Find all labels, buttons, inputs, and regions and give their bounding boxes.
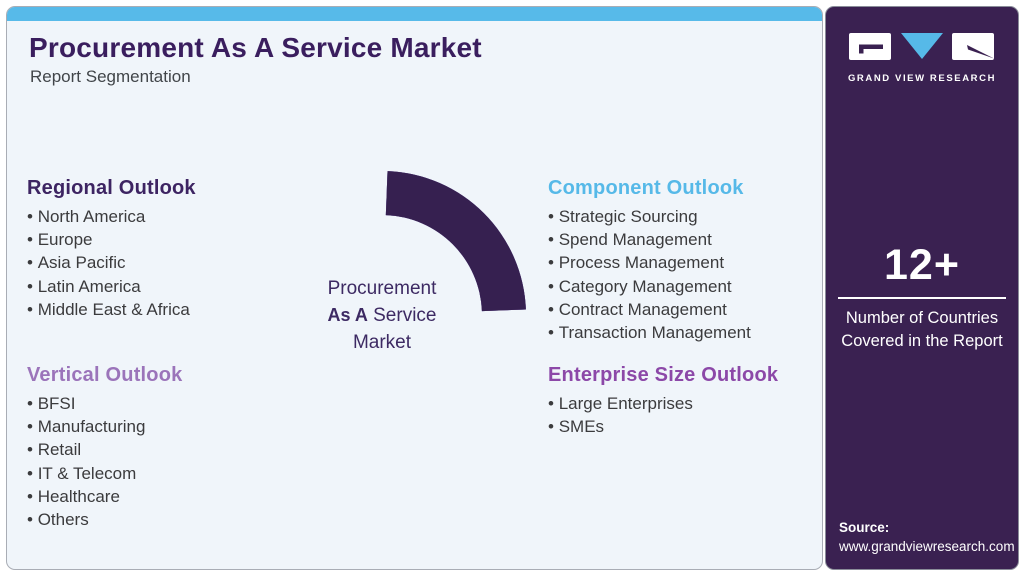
list-item: Contract Management (548, 298, 822, 321)
list-item: Strategic Sourcing (548, 205, 822, 228)
main-panel: Procurement As A Service Market Report S… (6, 6, 823, 570)
countries-stat: 12+ Number of Countries Covered in the R… (826, 241, 1018, 353)
source-block: Source: www.grandviewresearch.com (839, 518, 1015, 556)
enterprise-size-outlook-list: Large EnterprisesSMEs (548, 392, 822, 438)
brand-name: GRAND VIEW RESEARCH (847, 73, 997, 84)
list-item: Healthcare (27, 485, 287, 508)
component-outlook-section: Component Outlook Strategic SourcingSpen… (548, 177, 822, 344)
vertical-outlook-heading: Vertical Outlook (27, 364, 183, 386)
list-item: IT & Telecom (27, 462, 287, 485)
donut-center-line3: Market (352, 331, 412, 353)
stat-caption: Number of Countries Covered in the Repor… (841, 309, 1003, 350)
regional-outlook-heading: Regional Outlook (27, 177, 196, 199)
list-item: Large Enterprises (548, 392, 822, 415)
list-item: Retail (27, 438, 287, 461)
list-item: Spend Management (548, 228, 822, 251)
list-item: BFSI (27, 392, 287, 415)
donut-center-line1: Procurement (327, 277, 437, 299)
page-title: Procurement As A Service Market (29, 32, 482, 63)
vertical-outlook-section: Vertical Outlook BFSIManufacturingRetail… (27, 364, 287, 531)
list-item: Manufacturing (27, 415, 287, 438)
list-item: Others (27, 508, 287, 531)
donut-segment-regional (385, 171, 526, 312)
brand-block: GRAND VIEW RESEARCH (826, 33, 1018, 84)
source-url[interactable]: www.grandviewresearch.com (839, 539, 1015, 554)
regional-outlook-list: North AmericaEuropeAsia PacificLatin Ame… (27, 205, 287, 321)
stat-value: 12+ (884, 241, 960, 289)
donut-center-line2-rest: Service (367, 304, 437, 326)
donut-center-line2-bold: As A (327, 304, 368, 325)
grand-view-research-logo-icon (849, 33, 994, 60)
list-item: Europe (27, 228, 287, 251)
list-item: SMEs (548, 415, 822, 438)
regional-outlook-section: Regional Outlook North AmericaEuropeAsia… (27, 177, 287, 321)
enterprise-size-outlook-heading: Enterprise Size Outlook (548, 364, 779, 386)
enterprise-size-outlook-section: Enterprise Size Outlook Large Enterprise… (548, 364, 822, 438)
top-accent-bar (7, 7, 822, 21)
component-outlook-heading: Component Outlook (548, 177, 744, 199)
component-outlook-list: Strategic SourcingSpend ManagementProces… (548, 205, 822, 344)
list-item: Middle East & Africa (27, 298, 287, 321)
vertical-outlook-list: BFSIManufacturingRetailIT & TelecomHealt… (27, 392, 287, 531)
donut-chart: Procurement As A Service Market (232, 165, 532, 465)
stat-divider (838, 297, 1006, 299)
list-item: North America (27, 205, 287, 228)
page-subtitle: Report Segmentation (30, 67, 191, 86)
source-label: Source: (839, 520, 890, 535)
list-item: Latin America (27, 275, 287, 298)
list-item: Category Management (548, 275, 822, 298)
sidebar: GRAND VIEW RESEARCH 12+ Number of Countr… (825, 6, 1019, 570)
donut-center-label: Procurement As A Service Market (290, 223, 474, 407)
donut-rings (385, 171, 526, 312)
list-item: Process Management (548, 251, 822, 274)
list-item: Transaction Management (548, 321, 822, 344)
list-item: Asia Pacific (27, 251, 287, 274)
